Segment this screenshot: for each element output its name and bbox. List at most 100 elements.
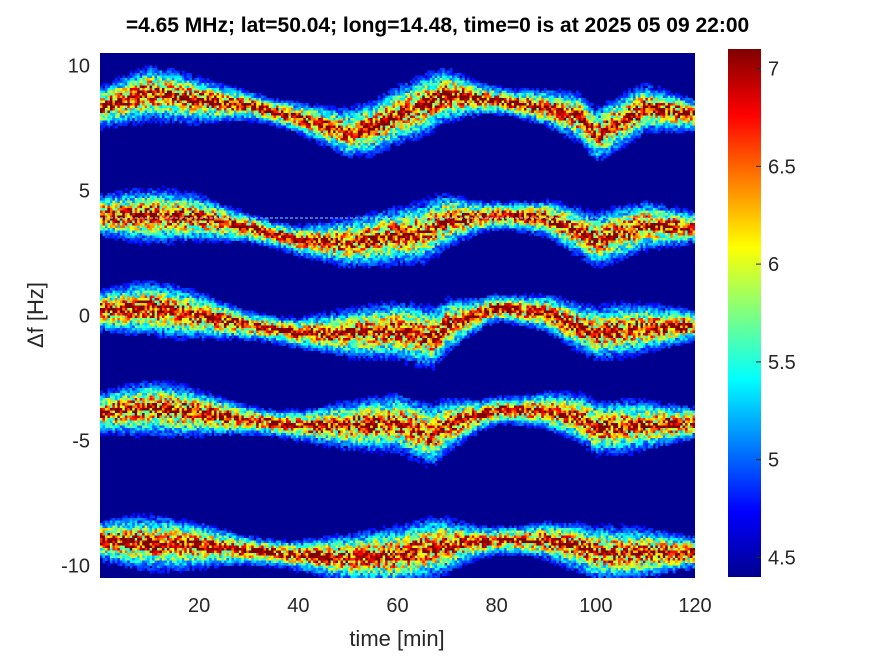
heatmap-cell: [152, 431, 155, 434]
heatmap-cell: [145, 288, 148, 291]
heatmap-cell: [219, 543, 222, 546]
heatmap-cell: [182, 318, 185, 321]
heatmap-cell: [117, 563, 120, 566]
heatmap-cell: [137, 551, 140, 554]
heatmap-cell: [174, 413, 177, 416]
heatmap-cell: [137, 116, 140, 119]
heatmap-cell: [197, 523, 200, 526]
heatmap-cell: [102, 228, 105, 231]
heatmap-cell: [145, 388, 148, 391]
heatmap-cell: [160, 383, 163, 386]
heatmap-cell: [157, 528, 160, 531]
heatmap-cell: [110, 303, 113, 306]
heatmap-cell: [164, 553, 167, 556]
heatmap-cell: [199, 203, 202, 206]
heatmap-cell: [132, 388, 135, 391]
heatmap-cell: [127, 403, 130, 406]
heatmap-cell: [204, 568, 207, 571]
heatmap-cell: [115, 533, 118, 536]
heatmap-cell: [174, 536, 177, 539]
heatmap-cell: [145, 423, 148, 426]
heatmap-cell: [102, 546, 105, 549]
heatmap-cell: [130, 96, 133, 99]
heatmap-cell: [112, 223, 115, 226]
heatmap-cell: [150, 88, 153, 91]
heatmap-cell: [102, 323, 105, 326]
heatmap-cell: [115, 526, 118, 529]
heatmap-cell: [120, 323, 123, 326]
heatmap-cell: [105, 556, 108, 559]
heatmap-cell: [162, 388, 165, 391]
heatmap-cell: [219, 331, 222, 334]
heatmap-cell: [150, 413, 153, 416]
heatmap-cell: [184, 306, 187, 309]
heatmap-cell: [155, 396, 158, 399]
heatmap-cell: [150, 543, 153, 546]
heatmap-cell: [187, 288, 190, 291]
heatmap-cell: [137, 298, 140, 301]
heatmap-cell: [194, 86, 197, 89]
heatmap-cell: [135, 188, 138, 191]
heatmap-cell: [179, 401, 182, 404]
heatmap-cell: [164, 193, 167, 196]
heatmap-cell: [207, 78, 210, 81]
heatmap-cell: [202, 88, 205, 91]
heatmap-cell: [172, 331, 175, 334]
heatmap-cell: [217, 333, 220, 336]
heatmap-cell: [197, 196, 200, 199]
heatmap-cell: [127, 318, 130, 321]
heatmap-cell: [112, 523, 115, 526]
heatmap-cell: [115, 556, 118, 559]
heatmap-cell: [179, 238, 182, 241]
heatmap-cell: [204, 326, 207, 329]
heatmap-cell: [102, 288, 105, 291]
heatmap-cell: [132, 423, 135, 426]
heatmap-cell: [142, 391, 145, 394]
heatmap-cell: [145, 563, 148, 566]
heatmap-cell: [145, 321, 148, 324]
heatmap-cell: [224, 101, 227, 104]
heatmap-cell: [202, 198, 205, 201]
heatmap-cell: [105, 223, 108, 226]
heatmap-cell: [140, 93, 143, 96]
heatmap-cell: [187, 73, 190, 76]
heatmap-cell: [167, 306, 170, 309]
heatmap-cell: [132, 391, 135, 394]
heatmap-cell: [209, 416, 212, 419]
heatmap-cell: [179, 323, 182, 326]
heatmap-cell: [204, 401, 207, 404]
heatmap-cell: [187, 551, 190, 554]
heatmap-cell: [194, 326, 197, 329]
heatmap-cell: [120, 391, 123, 394]
heatmap-cell: [130, 233, 133, 236]
heatmap-cell: [224, 323, 227, 326]
heatmap-cell: [204, 328, 207, 331]
heatmap-cell: [127, 383, 130, 386]
heatmap-cell: [164, 96, 167, 99]
heatmap-cell: [127, 531, 130, 534]
heatmap-cell: [150, 418, 153, 421]
heatmap-cell: [157, 543, 160, 546]
heatmap-cell: [130, 518, 133, 521]
heatmap-cell: [100, 308, 103, 311]
heatmap-cell: [174, 228, 177, 231]
heatmap-cell: [130, 411, 133, 414]
heatmap-cell: [202, 101, 205, 104]
heatmap-cell: [152, 548, 155, 551]
heatmap-cell: [179, 561, 182, 564]
heatmap-cell: [137, 236, 140, 239]
heatmap-cell: [112, 108, 115, 111]
heatmap-cell: [117, 551, 120, 554]
heatmap-cell: [115, 203, 118, 206]
heatmap-cell: [174, 556, 177, 559]
heatmap-cell: [194, 431, 197, 434]
heatmap-cell: [221, 226, 224, 229]
heatmap-cell: [100, 431, 103, 434]
heatmap-cell: [174, 388, 177, 391]
heatmap-cell: [157, 221, 160, 224]
heatmap-cell: [174, 206, 177, 209]
heatmap-cell: [162, 401, 165, 404]
heatmap-cell: [229, 213, 232, 216]
heatmap-cell: [164, 93, 167, 96]
heatmap-cell: [199, 326, 202, 329]
